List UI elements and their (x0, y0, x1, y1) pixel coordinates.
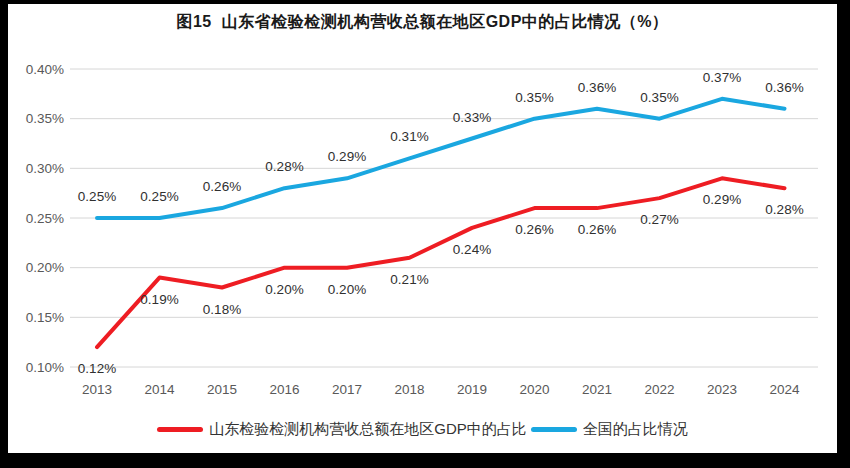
y-axis-tick-label: 0.40% (26, 62, 64, 77)
data-label: 0.18% (203, 302, 241, 317)
series-line (97, 99, 785, 218)
series-line (97, 178, 785, 347)
data-label: 0.21% (390, 272, 428, 287)
x-axis-tick-label: 2015 (207, 382, 237, 397)
data-label: 0.36% (578, 80, 616, 95)
data-label: 0.29% (703, 192, 741, 207)
data-label: 0.19% (140, 292, 178, 307)
data-label: 0.24% (453, 242, 491, 257)
data-label: 0.25% (140, 189, 178, 204)
chart-frame: 图15 山东省检验检测机构营收总额在地区GDP中的占比情况（%） 0.10%0.… (0, 0, 850, 468)
data-label: 0.37% (703, 70, 741, 85)
y-axis-tick-label: 0.35% (26, 111, 64, 126)
data-label: 0.31% (390, 129, 428, 144)
y-axis-tick-label: 0.10% (26, 360, 64, 375)
x-axis-tick-label: 2021 (582, 382, 612, 397)
y-axis-tick-label: 0.20% (26, 260, 64, 275)
x-axis-tick-label: 2016 (269, 382, 299, 397)
y-axis-tick-label: 0.30% (26, 161, 64, 176)
data-label: 0.28% (765, 202, 803, 217)
data-label: 0.25% (78, 189, 116, 204)
y-axis-tick-label: 0.15% (26, 310, 64, 325)
data-label: 0.29% (328, 149, 366, 164)
x-axis-tick-label: 2013 (82, 382, 112, 397)
x-axis-tick-label: 2019 (457, 382, 487, 397)
data-label: 0.26% (578, 222, 616, 237)
legend-label-shandong: 山东检验检测机构营收总额在地区GDP中的占比 (209, 420, 527, 439)
legend: 山东检验检测机构营收总额在地区GDP中的占比 全国的占比情况 (8, 417, 837, 441)
data-label: 0.28% (265, 159, 303, 174)
line-chart-plot-area: 0.10% 0.15% 0.20% 0.25% 0.30% 0.35% 0.40% 2013 2… (8, 50, 837, 410)
data-label: 0.33% (453, 110, 491, 125)
x-axis-tick-label: 2024 (769, 382, 800, 397)
legend-item-shandong: 山东检验检测机构营收总额在地区GDP中的占比 (157, 420, 527, 439)
y-axis-tick-label: 0.25% (26, 211, 64, 226)
data-label: 0.26% (515, 222, 553, 237)
x-axis-tick-label: 2018 (394, 382, 424, 397)
data-label: 0.27% (640, 212, 678, 227)
legend-line-swatch-red (157, 427, 203, 432)
chart-image: 图15 山东省检验检测机构营收总额在地区GDP中的占比情况（%） 0.10%0.… (0, 0, 850, 468)
x-axis-tick-label: 2020 (519, 382, 549, 397)
legend-label-national: 全国的占比情况 (583, 420, 688, 439)
data-label: 0.26% (203, 179, 241, 194)
data-label: 0.12% (78, 361, 116, 376)
data-label: 0.35% (640, 90, 678, 105)
x-axis-tick-label: 2014 (144, 382, 175, 397)
legend-line-swatch-blue (531, 427, 577, 432)
x-axis-tick-label: 2017 (332, 382, 362, 397)
data-label: 0.35% (515, 90, 553, 105)
data-label: 0.36% (765, 80, 803, 95)
data-label: 0.20% (328, 282, 366, 297)
data-label: 0.20% (265, 282, 303, 297)
x-axis-tick-label: 2022 (644, 382, 674, 397)
legend-item-national: 全国的占比情况 (531, 420, 688, 439)
x-axis-tick-label: 2023 (707, 382, 737, 397)
chart-title: 图15 山东省检验检测机构营收总额在地区GDP中的占比情况（%） (8, 12, 837, 33)
